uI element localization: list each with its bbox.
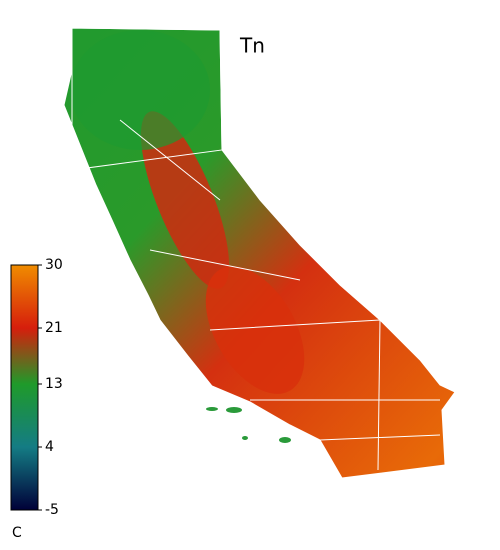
colorbar [10, 264, 39, 511]
tick-label: 4 [45, 439, 54, 455]
map-title: Tn [239, 34, 265, 58]
colorbar-ticks: -5 4 13 21 30 [38, 257, 63, 518]
tick-label: 21 [45, 320, 63, 336]
state-outline [63, 27, 456, 479]
tick-label: -5 [45, 502, 59, 518]
tick-label: 30 [45, 257, 63, 273]
islands [206, 407, 291, 443]
colorbar-label: C [12, 525, 22, 541]
tick-label: 13 [45, 376, 63, 392]
